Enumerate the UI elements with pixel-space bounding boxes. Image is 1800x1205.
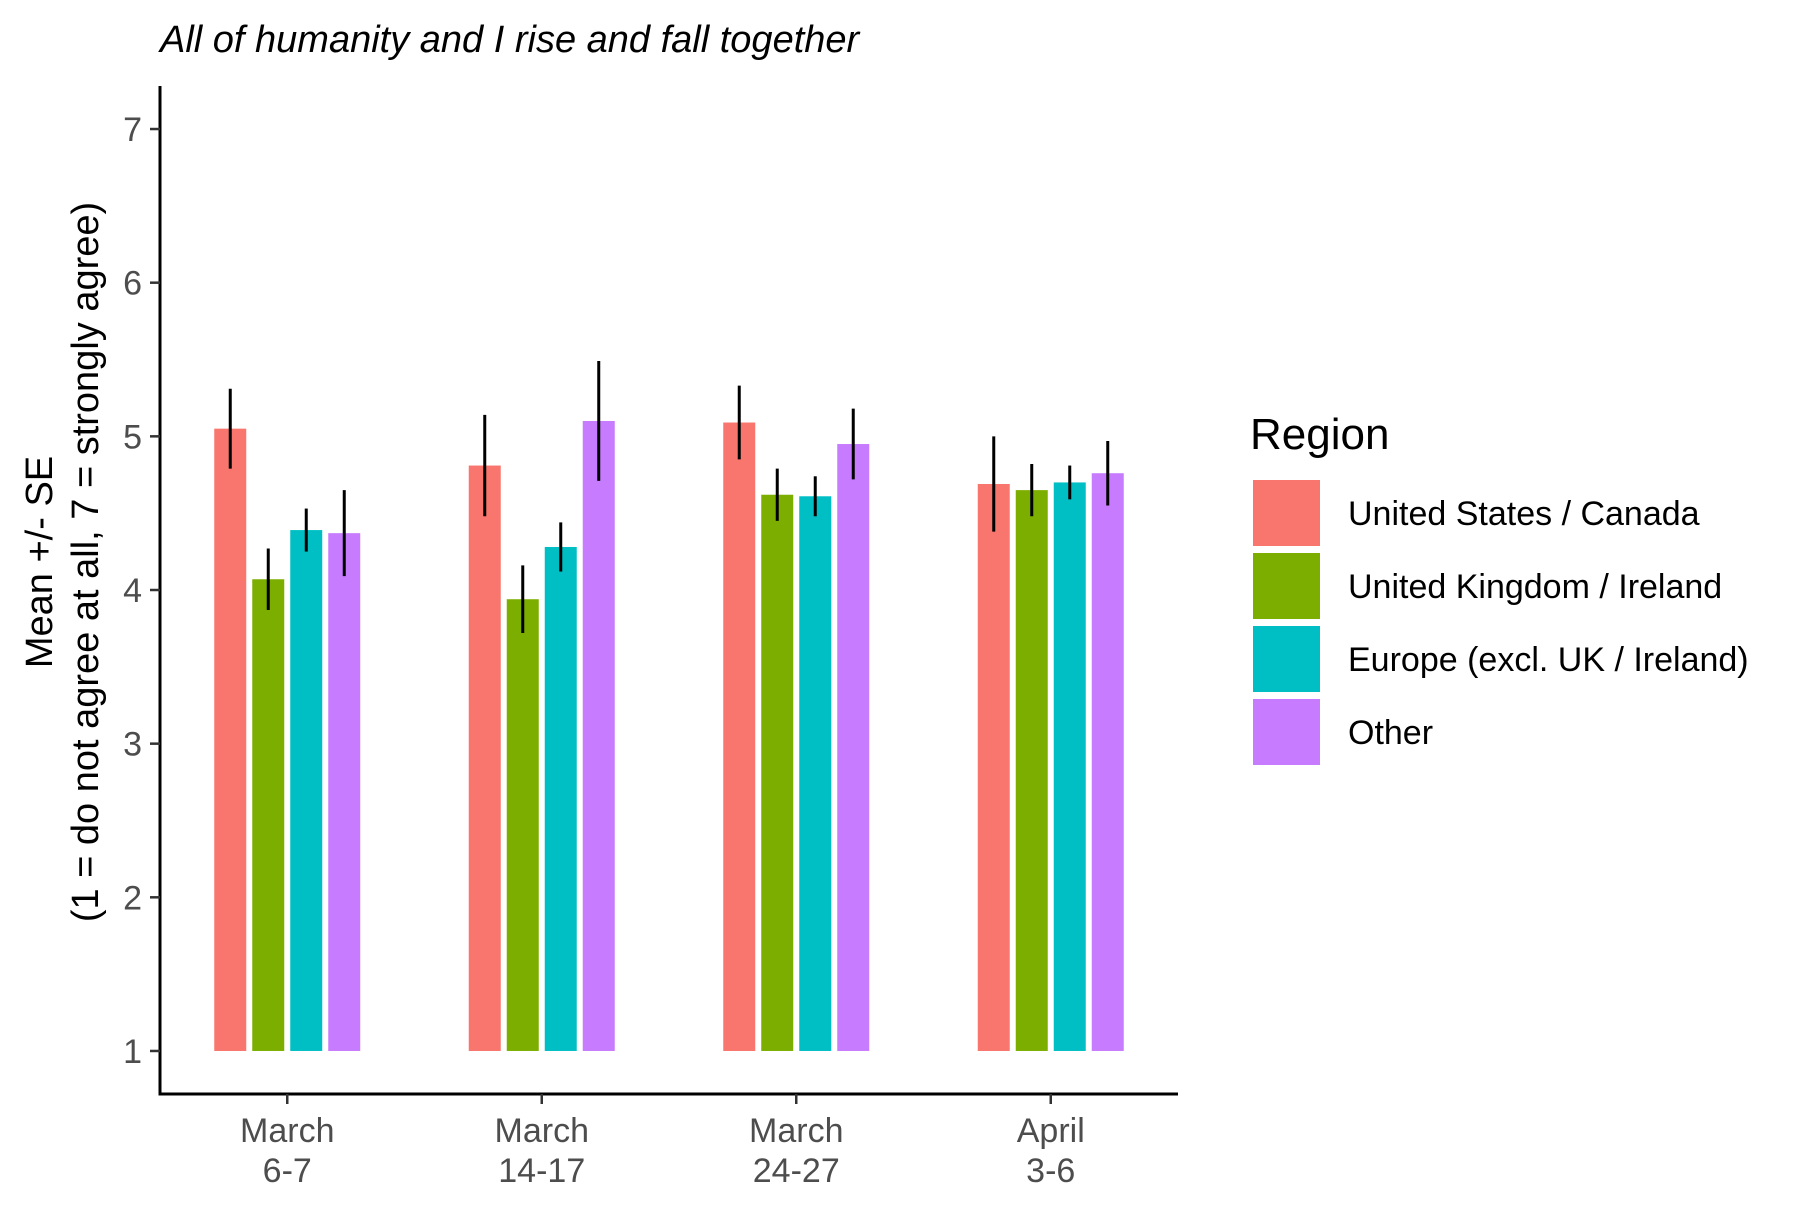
x-tick-label-2-line-1: March — [495, 1112, 589, 1150]
chart-title: All of humanity and I rise and fall toge… — [158, 19, 861, 61]
bar-3-series-1 — [723, 422, 756, 1051]
bar-1-series-3 — [290, 530, 323, 1051]
x-tick-label-1-line-2: 6-7 — [263, 1152, 312, 1190]
y-tick-label-2: 2 — [123, 879, 142, 917]
bar-4-series-2 — [1015, 490, 1048, 1051]
y-tick-label-1: 1 — [123, 1033, 142, 1071]
x-tick-label-4-line-1: April — [1017, 1112, 1085, 1150]
legend: Region United States / Canada United King… — [1250, 410, 1749, 765]
y-tick-label-5: 5 — [123, 418, 142, 456]
bar-1-series-4 — [328, 533, 361, 1051]
bar-2-series-1 — [468, 465, 501, 1051]
bar-3-series-3 — [799, 496, 832, 1051]
bar-3-series-2 — [761, 494, 794, 1051]
legend-label-4: Other — [1348, 714, 1433, 752]
y-tick-label-6: 6 — [123, 265, 142, 303]
x-tick-label-4-line-2: 3-6 — [1026, 1152, 1075, 1190]
x-tick-label-3-line-2: 24-27 — [753, 1152, 840, 1190]
y-tick-label-3: 3 — [123, 726, 142, 764]
axes: 1234567March6-7March14-17March24-27April… — [123, 86, 1178, 1190]
bar-1-series-2 — [252, 579, 285, 1051]
y-tick-label-4: 4 — [123, 572, 142, 610]
plot-area — [214, 361, 1124, 1051]
x-tick-label-2-line-2: 14-17 — [498, 1152, 585, 1190]
legend-key-2 — [1253, 553, 1320, 619]
bar-2-series-2 — [506, 599, 539, 1051]
y-axis-title: Mean +/- SE (1 = do not agree at all, 7 … — [19, 202, 107, 922]
bar-1-series-1 — [214, 428, 247, 1051]
y-tick-label-7: 7 — [123, 111, 142, 149]
bar-2-series-4 — [582, 420, 615, 1051]
bar-4-series-3 — [1053, 482, 1086, 1051]
x-tick-label-1-line-1: March — [240, 1112, 334, 1150]
legend-key-1 — [1253, 480, 1320, 546]
y-axis-title-line1: Mean +/- SE — [19, 456, 61, 668]
legend-key-4 — [1253, 699, 1320, 765]
legend-label-1: United States / Canada — [1348, 495, 1700, 533]
legend-label-3: Europe (excl. UK / Ireland) — [1348, 641, 1749, 679]
x-tick-label-3-line-1: March — [749, 1112, 843, 1150]
bar-2-series-3 — [544, 546, 577, 1051]
bar-3-series-4 — [837, 444, 870, 1051]
bar-4-series-1 — [977, 483, 1010, 1051]
legend-key-3 — [1253, 626, 1320, 692]
y-axis-title-line2: (1 = do not agree at all, 7 = strongly a… — [65, 202, 107, 922]
bar-4-series-4 — [1091, 473, 1124, 1051]
legend-title: Region — [1250, 410, 1389, 459]
legend-label-2: United Kingdom / Ireland — [1348, 568, 1722, 606]
